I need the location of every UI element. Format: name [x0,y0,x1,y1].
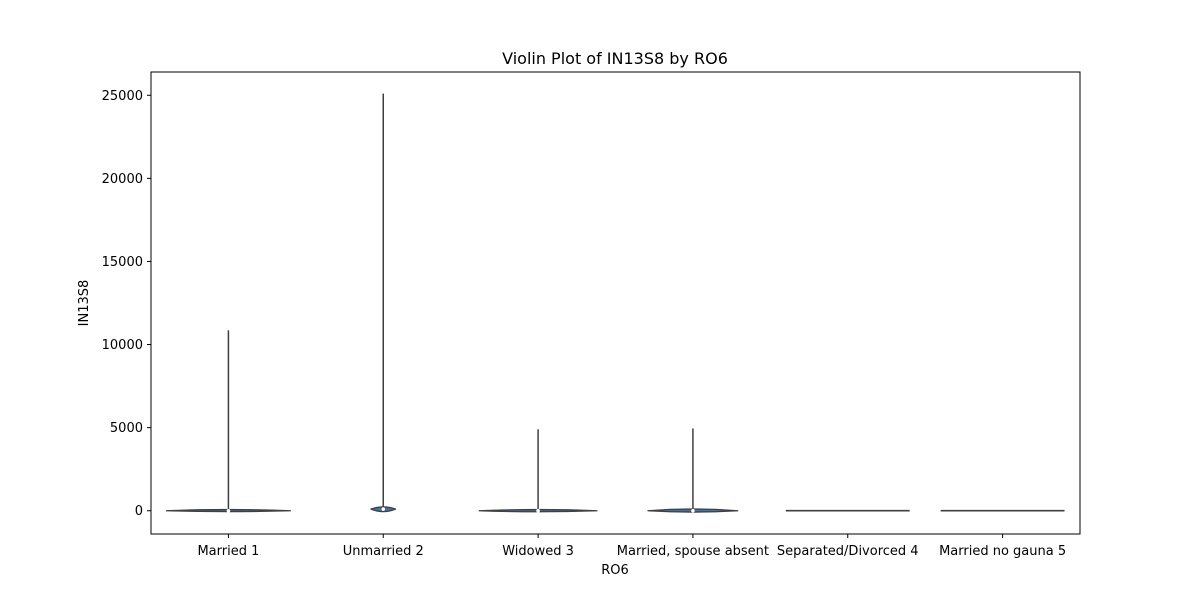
violin-3 [478,429,598,513]
y-tick-label: 10000 [102,338,143,353]
y-axis-label: IN13S8 [77,280,92,327]
y-axis: 0 5000 10000 15000 20000 25000 [102,89,151,519]
plot-frame [150,71,1081,535]
violin-median [536,508,540,513]
violin-4 [647,428,739,513]
y-tick-label: 0 [135,504,143,519]
y-tick-label: 5000 [110,421,143,436]
x-tick-label: Married no gauna 5 [939,544,1066,559]
x-tick-label: Married, spouse absent [617,544,769,559]
x-axis-label: RO6 [601,563,629,578]
x-tick-label: Separated/Divorced 4 [777,544,919,559]
x-tick-label: Married 1 [197,544,259,559]
chart-title: Violin Plot of IN13S8 by RO6 [502,49,728,68]
violin-median [226,508,231,513]
violin-2 [370,93,397,513]
x-tick-label: Unmarried 2 [343,544,424,559]
x-axis: Married 1 Unmarried 2 Widowed 3 Married, sp… [197,534,1066,559]
violin-median [381,507,386,511]
y-tick-label: 20000 [102,172,143,187]
violins-layer [165,93,1065,513]
x-tick-label: Widowed 3 [502,544,574,559]
violin-1 [165,330,291,513]
violin-median [691,508,695,513]
y-tick-label: 15000 [102,255,143,270]
y-tick-label: 25000 [102,89,143,104]
